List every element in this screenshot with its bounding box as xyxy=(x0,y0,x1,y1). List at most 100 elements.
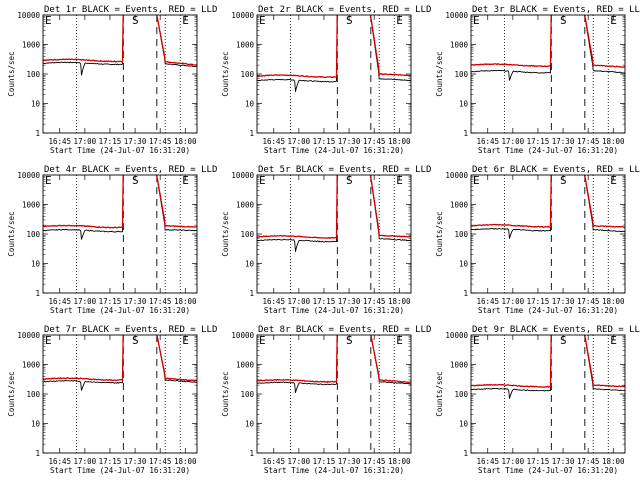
x-tick-label: 16:45 xyxy=(262,137,285,146)
x-tick-label: 18:00 xyxy=(602,137,625,146)
detector-panel: Det 3r BLACK = Events, RED = LLD 1 10 100 10… xyxy=(435,5,640,155)
y-tick-label: 1 xyxy=(35,129,40,138)
event-marker-label: E xyxy=(45,174,52,187)
x-tick-label: 18:00 xyxy=(602,457,625,466)
y-tick-label: 10000 xyxy=(445,11,468,20)
y-tick-label: 10 xyxy=(459,260,469,269)
event-marker-label: E xyxy=(259,334,266,347)
x-tick-label: 16:45 xyxy=(48,457,71,466)
event-marker-label: S xyxy=(346,174,353,187)
event-marker-label: S xyxy=(346,334,353,347)
y-tick-label: 1000 xyxy=(22,201,41,210)
y-tick-label: 1000 xyxy=(450,201,469,210)
x-axis-label: Start Time (24-Jul-07 16:31:20) xyxy=(478,146,618,155)
events-series-line xyxy=(471,175,625,239)
x-tick-label: 16:45 xyxy=(476,137,499,146)
event-marker-label: S xyxy=(346,14,353,27)
y-tick-label: 10 xyxy=(245,100,255,109)
y-tick-label: 10 xyxy=(245,420,255,429)
plot-frame xyxy=(256,14,412,134)
x-axis-label: Start Time (24-Jul-07 16:31:20) xyxy=(50,146,190,155)
y-tick-label: 10 xyxy=(31,260,41,269)
x-tick-label: 18:00 xyxy=(388,297,411,306)
panel-title: Det 8r BLACK = Events, RED = LLD xyxy=(258,325,431,335)
x-tick-label: 17:30 xyxy=(552,457,575,466)
y-axis-label: Counts/sec xyxy=(7,211,16,256)
y-axis-label: Counts/sec xyxy=(221,211,230,256)
y-tick-label: 100 xyxy=(26,70,40,79)
lld-series-line xyxy=(43,175,197,229)
lld-series-line xyxy=(43,335,197,382)
x-tick-label: 17:45 xyxy=(363,457,386,466)
plot-frame xyxy=(42,334,198,454)
y-tick-label: 10000 xyxy=(231,331,254,340)
plot-frame xyxy=(256,334,412,454)
plot-frame xyxy=(470,14,626,134)
event-marker-label: E xyxy=(182,14,189,27)
x-tick-label: 17:00 xyxy=(288,137,311,146)
event-marker-label: E xyxy=(182,174,189,187)
y-tick-label: 100 xyxy=(26,230,40,239)
y-axis-label: Counts/sec xyxy=(221,371,230,416)
event-marker-label: E xyxy=(396,334,403,347)
y-tick-label: 100 xyxy=(240,390,254,399)
panel-title: Det 1r BLACK = Events, RED = LLD xyxy=(44,5,217,15)
x-tick-label: 17:30 xyxy=(552,137,575,146)
x-axis-label: Start Time (24-Jul-07 16:31:20) xyxy=(264,306,404,315)
x-tick-label: 18:00 xyxy=(602,297,625,306)
y-tick-label: 1000 xyxy=(450,361,469,370)
lld-series-line xyxy=(43,15,197,66)
x-axis-label: Start Time (24-Jul-07 16:31:20) xyxy=(478,306,618,315)
detector-panel: Det 4r BLACK = Events, RED = LLD 1 10 100 10… xyxy=(7,165,217,315)
event-marker-label: E xyxy=(259,174,266,187)
x-tick-label: 18:00 xyxy=(174,457,197,466)
x-tick-label: 17:45 xyxy=(149,137,172,146)
y-tick-label: 1 xyxy=(249,129,254,138)
event-marker-label: E xyxy=(45,14,52,27)
y-axis-label: Counts/sec xyxy=(435,211,444,256)
x-tick-label: 17:00 xyxy=(74,457,97,466)
event-marker-label: E xyxy=(182,334,189,347)
lld-series-line xyxy=(257,175,411,239)
events-series-line xyxy=(43,335,197,391)
x-tick-label: 17:30 xyxy=(338,297,361,306)
y-tick-label: 10 xyxy=(459,420,469,429)
x-tick-label: 17:30 xyxy=(124,297,147,306)
x-axis-label: Start Time (24-Jul-07 16:31:20) xyxy=(264,146,404,155)
detector-panel: Det 5r BLACK = Events, RED = LLD 1 10 100 10… xyxy=(221,165,431,315)
plot-frame xyxy=(42,174,198,294)
x-tick-label: 16:45 xyxy=(262,457,285,466)
y-tick-label: 1 xyxy=(35,289,40,298)
y-tick-label: 1000 xyxy=(22,41,41,50)
y-tick-label: 10000 xyxy=(17,171,40,180)
detector-panel: Det 7r BLACK = Events, RED = LLD 1 10 100 10… xyxy=(7,325,217,475)
x-tick-label: 17:15 xyxy=(313,297,336,306)
plot-frame xyxy=(42,14,198,134)
event-marker-label: S xyxy=(560,14,567,27)
y-tick-label: 100 xyxy=(454,70,468,79)
x-tick-label: 17:45 xyxy=(149,457,172,466)
panel-title: Det 4r BLACK = Events, RED = LLD xyxy=(44,165,217,175)
lld-series-line xyxy=(257,15,411,79)
x-tick-label: 17:00 xyxy=(502,297,525,306)
y-tick-label: 10 xyxy=(31,100,41,109)
y-axis-label: Counts/sec xyxy=(7,371,16,416)
y-tick-label: 1 xyxy=(463,129,468,138)
x-axis-label: Start Time (24-Jul-07 16:31:20) xyxy=(50,466,190,475)
y-tick-label: 100 xyxy=(454,230,468,239)
x-tick-label: 17:00 xyxy=(288,297,311,306)
y-tick-label: 100 xyxy=(240,230,254,239)
y-tick-label: 1 xyxy=(249,449,254,458)
events-series-line xyxy=(471,335,625,399)
y-tick-label: 10 xyxy=(245,260,255,269)
x-tick-label: 17:00 xyxy=(74,297,97,306)
x-tick-label: 17:15 xyxy=(313,137,336,146)
x-tick-label: 16:45 xyxy=(262,297,285,306)
x-tick-label: 17:15 xyxy=(99,297,122,306)
panel-title: Det 3r BLACK = Events, RED = LLD xyxy=(472,5,640,15)
y-tick-label: 1000 xyxy=(236,201,255,210)
x-tick-label: 17:15 xyxy=(527,297,550,306)
x-tick-label: 18:00 xyxy=(174,297,197,306)
y-axis-label: Counts/sec xyxy=(435,51,444,96)
